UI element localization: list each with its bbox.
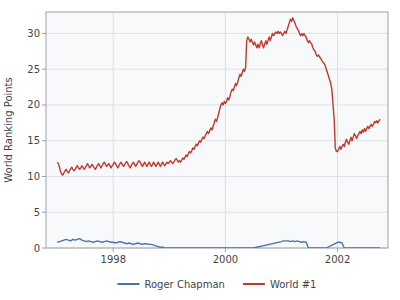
- grid-line-y: [46, 104, 388, 105]
- lines: [57, 18, 380, 248]
- grid-line-y: [46, 140, 388, 141]
- tick-y: [42, 33, 46, 34]
- tick-y: [42, 140, 46, 141]
- legend-swatch: [243, 283, 265, 285]
- legend-item: Roger Chapman: [118, 279, 225, 290]
- tick-y: [42, 69, 46, 70]
- grid-line-x: [225, 12, 226, 248]
- grid-line-x: [113, 12, 114, 248]
- plot-frame: [46, 12, 388, 248]
- x-axis: 1998 2000 2002: [101, 248, 351, 265]
- tick-x: [225, 248, 226, 252]
- tick-label-x: 1998: [101, 254, 126, 265]
- tick-label-y: 30: [27, 28, 40, 39]
- tick-y: [42, 212, 46, 213]
- plot-area: [46, 12, 388, 248]
- tick-label-y: 0: [34, 243, 40, 254]
- grid: [46, 12, 388, 248]
- grid-line-y: [46, 212, 388, 213]
- legend-label: Roger Chapman: [145, 279, 225, 290]
- grid-line-x: [337, 12, 338, 248]
- y-axis: 0 5 10 15 20 25 30: [27, 28, 46, 254]
- tick-x: [337, 248, 338, 252]
- y-axis-label: World Ranking Points: [3, 77, 14, 183]
- grid-line-y: [46, 176, 388, 177]
- tick-label-y: 10: [27, 171, 40, 182]
- tick-x: [113, 248, 114, 252]
- chart: 0 5 10 15 20 25 30 1998 2000 2002 World Ranking Po…: [0, 0, 400, 300]
- tick-y: [42, 104, 46, 105]
- tick-y: [42, 248, 46, 249]
- series-line: [57, 18, 380, 175]
- tick-label-y: 15: [27, 135, 40, 146]
- legend-label: World #1: [270, 279, 317, 290]
- tick-label-y: 20: [27, 99, 40, 110]
- tick-label-y: 5: [34, 207, 40, 218]
- legend-item: World #1: [243, 279, 317, 290]
- tick-y: [42, 176, 46, 177]
- grid-line-y: [46, 69, 388, 70]
- tick-label-x: 2002: [325, 254, 350, 265]
- legend: Roger Chapman World #1: [118, 279, 317, 290]
- tick-label-x: 2000: [213, 254, 238, 265]
- grid-line-y: [46, 33, 388, 34]
- tick-label-y: 25: [27, 64, 40, 75]
- legend-swatch: [118, 283, 140, 285]
- series-line: [57, 239, 380, 248]
